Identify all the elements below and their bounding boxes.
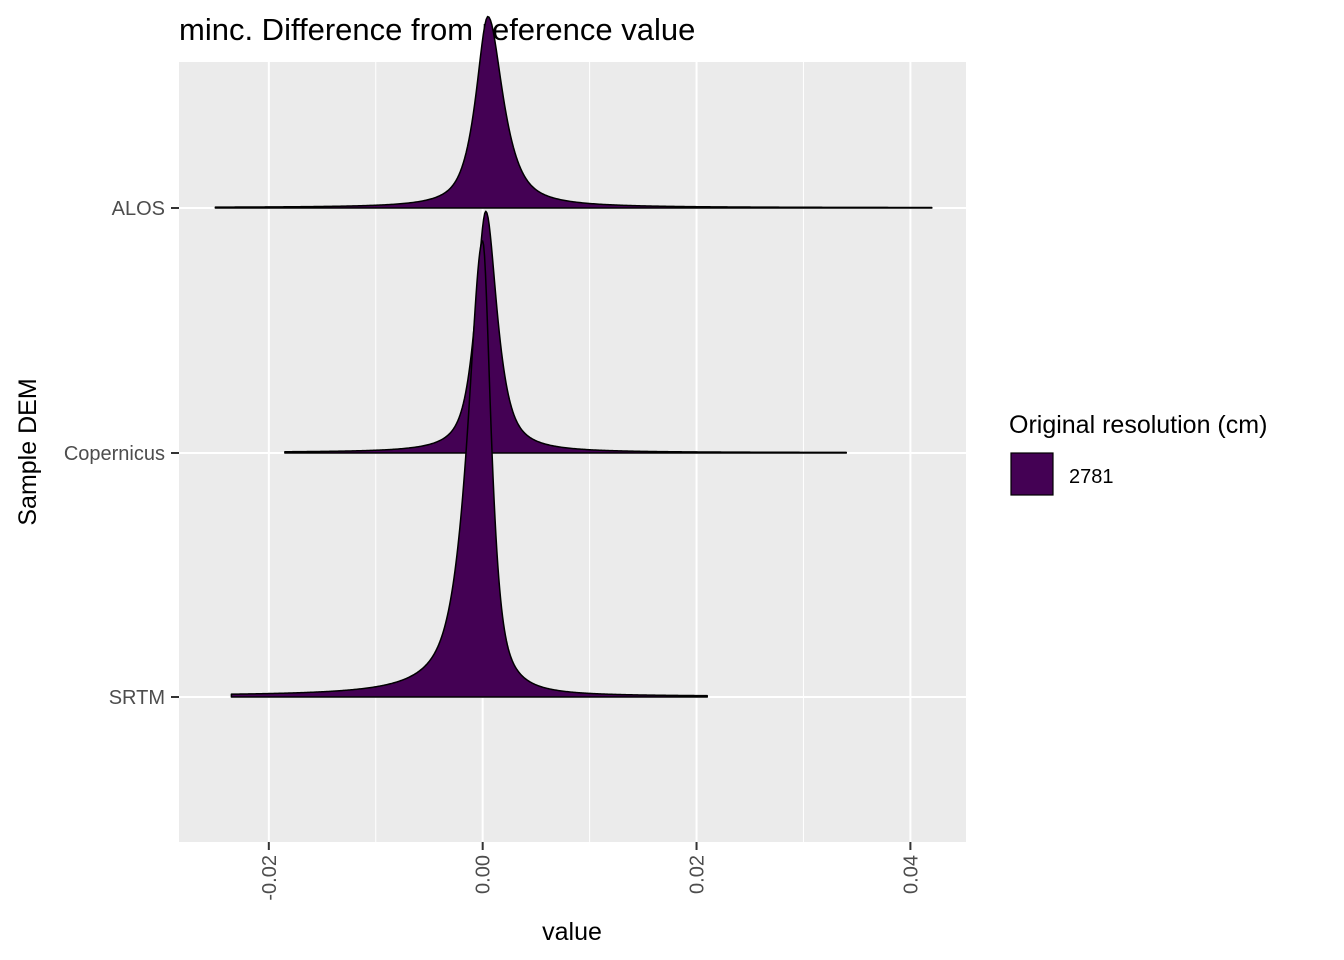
y-tick-label: ALOS (112, 198, 165, 220)
y-tick-label: SRTM (109, 687, 165, 709)
chart-title: minc. Difference from reference value (179, 12, 695, 47)
legend-label: 2781 (1069, 466, 1114, 488)
ridge-srtm (230, 240, 708, 698)
y-axis: ALOS Copernicus SRTM (64, 198, 179, 709)
legend-title: Original resolution (cm) (1009, 411, 1267, 439)
x-tick-label: -0.02 (259, 855, 281, 901)
ridge-copernicus (284, 210, 847, 454)
x-axis-title: value (542, 918, 602, 946)
x-tick-label: 0.00 (473, 855, 495, 894)
x-tick-label: 0.04 (900, 855, 922, 894)
density-ridges (214, 15, 933, 698)
ridge-alos (214, 15, 933, 209)
x-tick-label: 0.02 (687, 855, 709, 894)
x-axis: -0.02 0.00 0.02 0.04 (259, 842, 922, 901)
legend-key-2781 (1010, 452, 1054, 496)
y-tick-label: Copernicus (64, 443, 165, 465)
y-axis-title: Sample DEM (14, 378, 42, 525)
legend: Original resolution (cm) 2781 (1009, 411, 1267, 496)
